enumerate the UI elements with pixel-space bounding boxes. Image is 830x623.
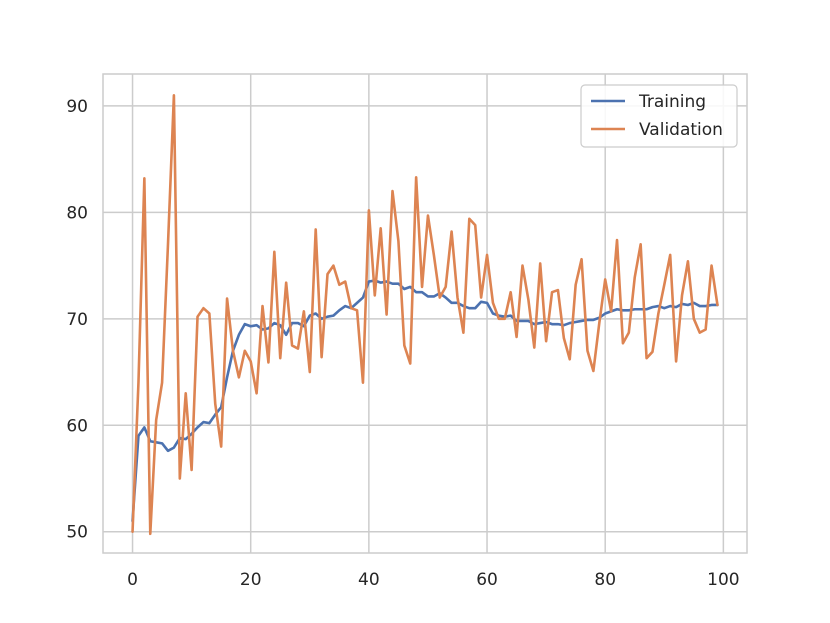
y-tick-label: 80 <box>66 203 88 223</box>
legend: Training Validation <box>580 84 738 148</box>
series-group <box>131 93 719 536</box>
y-tick-label: 50 <box>66 523 88 543</box>
y-tick-label: 90 <box>66 97 88 117</box>
x-tick-label: 40 <box>358 570 380 590</box>
y-tick-label: 70 <box>66 310 88 330</box>
x-tick-label: 20 <box>240 570 262 590</box>
x-tick-label: 80 <box>594 570 616 590</box>
legend-label: Validation <box>639 120 723 140</box>
tick-labels: 0 20 40 60 80 100 50 60 70 80 90 <box>66 97 739 590</box>
x-tick-label: 0 <box>127 570 138 590</box>
plot-frame <box>102 73 748 554</box>
series-line-validation <box>131 93 719 536</box>
x-tick-label: 60 <box>476 570 498 590</box>
y-tick-label: 60 <box>66 416 88 436</box>
legend-label: Training <box>638 92 706 112</box>
x-tick-label: 100 <box>707 570 739 590</box>
